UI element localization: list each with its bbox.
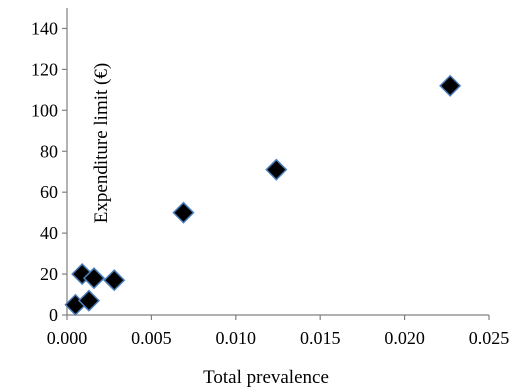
data-point bbox=[265, 158, 288, 181]
x-axis-title: Total prevalence bbox=[203, 367, 329, 388]
x-tick-label: 0.025 bbox=[469, 328, 510, 348]
y-tick-label: 100 bbox=[31, 100, 58, 120]
x-tick-label: 0.005 bbox=[131, 328, 172, 348]
data-point bbox=[103, 269, 126, 292]
y-tick-label: 0 bbox=[49, 305, 58, 325]
y-tick-label: 120 bbox=[31, 59, 58, 79]
data-point bbox=[439, 74, 462, 97]
x-tick-label: 0.000 bbox=[47, 328, 88, 348]
data-point bbox=[77, 289, 101, 312]
x-tick-label: 0.020 bbox=[384, 328, 425, 348]
y-axis-ticks: 0 20 40 60 80 100 120 140 bbox=[31, 18, 67, 325]
x-tick-label: 0.010 bbox=[216, 328, 257, 348]
x-axis-ticks: 0.000 0.005 0.010 0.015 0.020 0.025 bbox=[47, 315, 510, 348]
data-point bbox=[172, 201, 195, 224]
x-tick-label: 0.015 bbox=[300, 328, 341, 348]
y-tick-label: 20 bbox=[40, 264, 58, 284]
data-point bbox=[82, 267, 106, 290]
y-tick-label: 80 bbox=[40, 141, 58, 161]
y-tick-label: 140 bbox=[31, 18, 58, 38]
y-axis-title: Expenditure limit (€) bbox=[91, 63, 112, 223]
y-tick-label: 60 bbox=[40, 182, 58, 202]
y-tick-label: 40 bbox=[40, 223, 58, 243]
data-points bbox=[64, 74, 462, 316]
axes bbox=[66, 8, 489, 316]
